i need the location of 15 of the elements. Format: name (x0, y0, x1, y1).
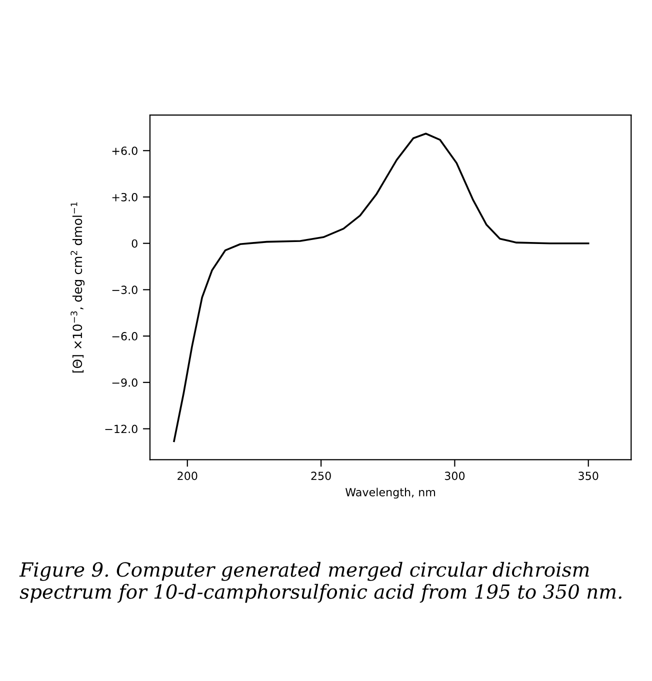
y-axis-title: [Θ] ×10$^{−3}$, deg cm$^{2}$ dmol$^{−1}$ (70, 202, 85, 373)
line-series (173, 132, 590, 442)
y-tick-label: −3.0 (112, 286, 138, 294)
x-tick-label: 250 (311, 472, 331, 480)
y-tick-label: −9.0 (112, 378, 138, 387)
y-tick-label: 0 (132, 239, 138, 248)
caption: Figure 9. Computer generated merged circular dichroism spectrum for 10-d-camphorsulfonic acid from 195 to 350 nm. (19, 562, 622, 603)
x-tick-label: 200 (178, 472, 198, 480)
x-axis-title: Wavelength, nm (345, 488, 436, 499)
y-tick-label: +6.0 (112, 146, 138, 156)
x-tick-label: 300 (444, 472, 465, 480)
y-tick-label: −6.0 (112, 332, 138, 340)
y-tick-label: +3.0 (112, 192, 138, 202)
x-tick-label: 350 (578, 472, 598, 480)
y-tick-label: −12.0 (105, 424, 138, 434)
